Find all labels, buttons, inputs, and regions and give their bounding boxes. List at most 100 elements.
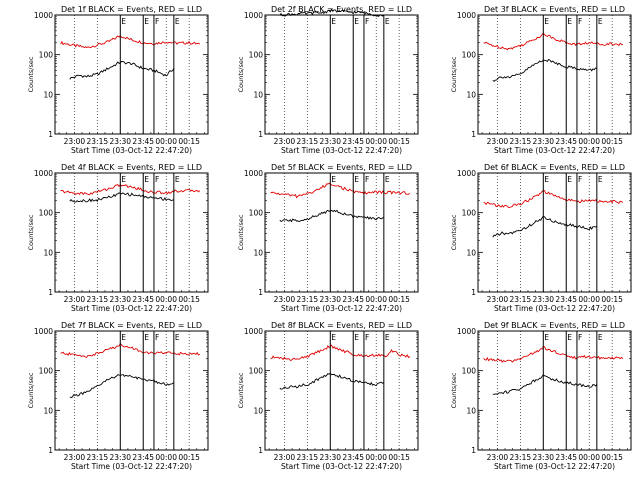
event-marker-label: F — [365, 17, 369, 26]
event-marker-label: E — [544, 175, 549, 184]
x-tick-label: 00:00 — [578, 453, 600, 462]
x-tick-label: 23:30 — [532, 295, 554, 304]
event-marker-label: E — [567, 333, 572, 342]
x-tick-label: 23:45 — [342, 295, 364, 304]
panel-title: Det 3f BLACK = Events, RED = LLD — [484, 5, 625, 14]
event-marker-label: F — [578, 333, 582, 342]
event-marker-label: E — [544, 333, 549, 342]
y-tick-label: 10 — [253, 406, 263, 415]
x-tick-label: 23:45 — [132, 295, 154, 304]
y-tick-label: 10 — [253, 248, 263, 257]
x-tick-label: 23:00 — [274, 295, 296, 304]
event-marker-label: E — [385, 175, 390, 184]
y-tick-label: 10 — [466, 248, 476, 257]
y-axis-label: Counts/sec — [27, 372, 35, 408]
event-marker-label: F — [578, 17, 582, 26]
x-tick-label: 00:15 — [178, 295, 200, 304]
event-marker-label: E — [567, 17, 572, 26]
x-tick-label: 23:15 — [87, 137, 109, 146]
event-marker-label: E — [121, 175, 126, 184]
event-marker-label: F — [155, 17, 159, 26]
event-marker-label: E — [175, 333, 180, 342]
plot-frame — [54, 14, 209, 135]
x-tick-label: 00:15 — [178, 453, 200, 462]
y-tick-label: 1 — [48, 130, 53, 139]
events-series-line — [492, 374, 598, 395]
y-tick-label: 100 — [39, 367, 54, 376]
y-tick-label: 100 — [39, 51, 54, 60]
detector-panel: 1 10 100 1000 23:00 23:15 23:30 23:45 00:00 00:15… — [237, 5, 419, 155]
x-tick-label: 23:45 — [342, 453, 364, 462]
x-axis-label: Start Time (03-Oct-12 22:47:20) — [281, 462, 402, 471]
y-tick-label: 1000 — [457, 327, 476, 336]
x-tick-label: 23:00 — [64, 295, 86, 304]
x-tick-label: 00:15 — [178, 137, 200, 146]
x-tick-label: 00:15 — [388, 137, 410, 146]
y-tick-label: 1 — [258, 288, 263, 297]
y-axis-label: Counts/sec — [27, 214, 35, 250]
lld-series-line — [270, 182, 411, 199]
x-tick-label: 23:30 — [319, 137, 341, 146]
detector-panel: 1 10 100 1000 23:00 23:15 23:30 23:45 00:00 00:15… — [27, 321, 209, 471]
x-axis-label: Start Time (03-Oct-12 22:47:20) — [71, 146, 192, 155]
event-marker-label: E — [598, 17, 603, 26]
event-marker-label: F — [578, 175, 582, 184]
plot-frame — [54, 172, 209, 293]
panel-title: Det 7f BLACK = Events, RED = LLD — [61, 321, 202, 330]
y-tick-label: 100 — [39, 209, 54, 218]
event-marker-label: E — [121, 333, 126, 342]
y-tick-label: 1000 — [34, 169, 53, 178]
events-series-line — [279, 372, 385, 390]
x-tick-label: 23:30 — [532, 137, 554, 146]
x-tick-label: 00:15 — [601, 295, 623, 304]
y-tick-label: 1 — [48, 446, 53, 455]
x-tick-label: 23:45 — [132, 453, 154, 462]
y-tick-label: 100 — [462, 367, 477, 376]
panel-title: Det 9f BLACK = Events, RED = LLD — [484, 321, 625, 330]
panel-title: Det 6f BLACK = Events, RED = LLD — [484, 163, 625, 172]
panel-title: Det 8f BLACK = Events, RED = LLD — [271, 321, 412, 330]
x-tick-label: 00:00 — [578, 137, 600, 146]
x-tick-label: 00:15 — [388, 453, 410, 462]
event-marker-label: E — [598, 175, 603, 184]
x-tick-label: 00:15 — [388, 295, 410, 304]
x-tick-label: 23:15 — [510, 295, 532, 304]
event-marker-label: E — [331, 17, 336, 26]
lld-series-line — [483, 32, 623, 51]
event-marker-label: E — [144, 333, 149, 342]
detector-panel: 1 10 100 1000 23:00 23:15 23:30 23:45 00:00 00:15… — [27, 163, 209, 313]
event-marker-label: F — [365, 333, 369, 342]
x-axis-label: Start Time (03-Oct-12 22:47:20) — [281, 146, 402, 155]
x-tick-label: 23:45 — [555, 137, 577, 146]
lld-series-line — [483, 190, 624, 208]
event-marker-label: F — [155, 333, 159, 342]
x-axis-label: Start Time (03-Oct-12 22:47:20) — [494, 304, 615, 313]
y-tick-label: 10 — [466, 90, 476, 99]
x-tick-label: 23:15 — [87, 295, 109, 304]
y-axis-label: Counts/sec — [450, 214, 458, 250]
event-marker-label: E — [567, 175, 572, 184]
y-tick-label: 10 — [43, 90, 53, 99]
detector-panel: 1 10 100 1000 23:00 23:15 23:30 23:45 00:00 00:15… — [450, 163, 632, 313]
y-tick-label: 1 — [471, 288, 476, 297]
events-series-line — [69, 192, 174, 203]
x-tick-label: 23:15 — [297, 453, 319, 462]
x-tick-label: 23:00 — [487, 295, 509, 304]
plot-frame — [264, 172, 419, 293]
events-series-line — [492, 58, 597, 82]
event-marker-label: E — [175, 17, 180, 26]
panel-title: Det 1f BLACK = Events, RED = LLD — [61, 5, 202, 14]
y-axis-label: Counts/sec — [237, 214, 245, 250]
x-tick-label: 23:00 — [64, 453, 86, 462]
event-marker-label: E — [385, 333, 390, 342]
events-series-line — [69, 60, 175, 80]
event-marker-label: E — [121, 17, 126, 26]
x-tick-label: 00:15 — [601, 453, 623, 462]
event-marker-label: E — [331, 333, 336, 342]
x-tick-label: 23:00 — [274, 137, 296, 146]
y-tick-label: 10 — [43, 248, 53, 257]
y-axis-label: Counts/sec — [450, 372, 458, 408]
x-axis-label: Start Time (03-Oct-12 22:47:20) — [71, 462, 192, 471]
event-marker-label: E — [144, 17, 149, 26]
